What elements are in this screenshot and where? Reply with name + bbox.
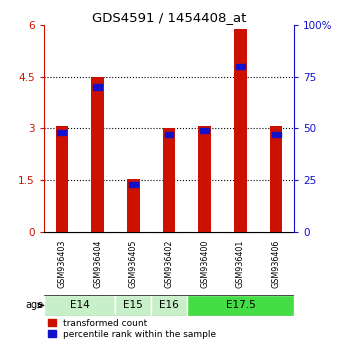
Text: GSM936405: GSM936405	[129, 239, 138, 288]
Text: E17.5: E17.5	[225, 301, 255, 310]
Title: GDS4591 / 1454408_at: GDS4591 / 1454408_at	[92, 11, 246, 24]
Bar	[272, 132, 281, 137]
Bar	[115, 295, 151, 316]
Bar	[55, 126, 68, 232]
Text: GSM936404: GSM936404	[93, 239, 102, 288]
Bar	[270, 126, 283, 232]
Bar	[236, 64, 245, 69]
Text: E14: E14	[70, 301, 90, 310]
Text: GSM936401: GSM936401	[236, 239, 245, 288]
Text: GSM936403: GSM936403	[57, 239, 66, 288]
Bar	[129, 182, 138, 187]
Bar	[93, 84, 102, 90]
Text: GSM936406: GSM936406	[272, 239, 281, 288]
Bar	[57, 130, 66, 135]
Text: age: age	[25, 301, 43, 310]
Bar	[163, 129, 175, 232]
Text: GSM936402: GSM936402	[165, 239, 173, 288]
Bar	[234, 29, 247, 232]
Legend: transformed count, percentile rank within the sample: transformed count, percentile rank withi…	[48, 319, 216, 338]
Bar	[198, 126, 211, 232]
Text: E15: E15	[123, 301, 143, 310]
Bar	[44, 295, 115, 316]
Text: GSM936400: GSM936400	[200, 239, 209, 288]
Bar	[91, 76, 104, 232]
Bar	[127, 178, 140, 232]
Bar	[187, 295, 294, 316]
Bar	[200, 128, 209, 133]
Bar	[165, 132, 173, 137]
Bar	[151, 295, 187, 316]
Text: E16: E16	[159, 301, 179, 310]
